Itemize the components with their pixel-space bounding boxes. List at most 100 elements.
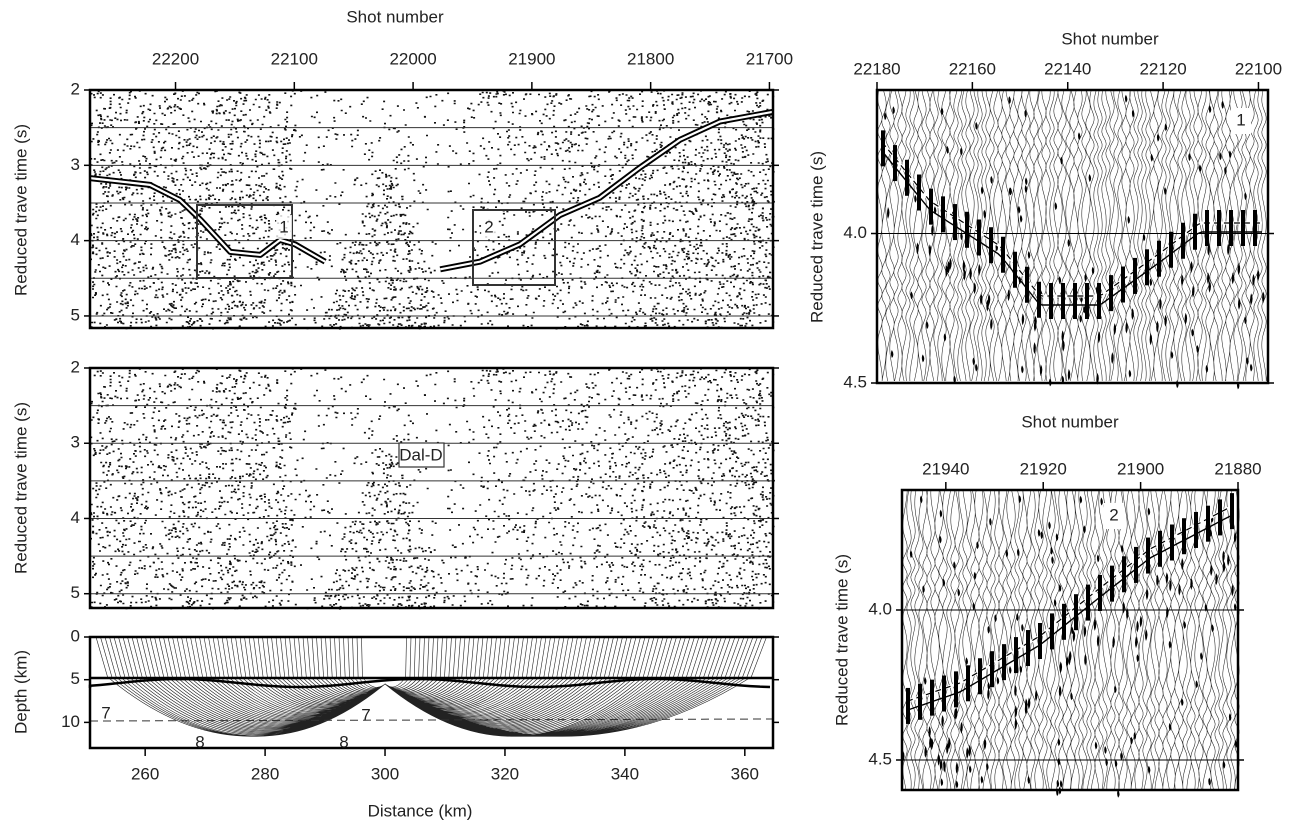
pick-curve [906, 506, 1232, 702]
pick-bar [1049, 283, 1053, 319]
rays [95, 636, 767, 737]
pick-bar [929, 188, 933, 225]
pick-bar [1205, 210, 1209, 246]
pick-bar [965, 211, 969, 248]
label-bg [1104, 503, 1124, 529]
x-tick-label: 21940 [922, 459, 969, 478]
pick-bar [989, 227, 993, 264]
x-tick-label: 22180 [853, 59, 900, 78]
y-tick-label: 4 [71, 508, 80, 527]
pick-bar [1001, 236, 1005, 273]
pick-bar [1050, 613, 1054, 650]
pick-bar [905, 159, 909, 196]
pick-bar [917, 174, 921, 211]
zoom-box [196, 204, 293, 279]
pick-bar [1014, 637, 1018, 674]
x2-tick-label: 22000 [389, 49, 436, 68]
x-tick-label: 22140 [1044, 59, 1091, 78]
pick-bar [953, 204, 957, 241]
axis-title: Shot number [346, 7, 444, 26]
y-tick-label: 5 [71, 669, 80, 688]
pick-bar [1061, 283, 1065, 319]
pick-bar [1025, 266, 1029, 303]
pick-bar [1002, 644, 1006, 681]
wiggle-lobes [902, 495, 1238, 798]
layer-boundary [89, 718, 774, 722]
label-bg [1231, 108, 1251, 134]
pick-bar [1230, 493, 1234, 530]
wiggle-traces [902, 489, 1240, 791]
pick-bar [918, 683, 922, 720]
pick-bar [1193, 213, 1197, 250]
annotation: Dal-D [399, 445, 442, 464]
zoom-box [472, 209, 556, 286]
y-tick-label: 4.5 [843, 372, 867, 391]
pick-bar [1098, 575, 1102, 611]
y-axis-label: Reduced trave time (s) [832, 554, 851, 726]
x2-tick-label: 22200 [152, 49, 199, 68]
pick-bar [1218, 499, 1222, 536]
x-tick-label: 22160 [949, 59, 996, 78]
x-axis-label: Distance (km) [368, 801, 473, 820]
pick-bar [1037, 281, 1041, 318]
textures [88, 89, 1270, 798]
axis-title: Shot number [1021, 412, 1119, 431]
y-axis-label: Reduced trave time (s) [807, 151, 826, 323]
pick-bar [1169, 231, 1173, 268]
annotation: 2 [1109, 505, 1118, 524]
frame [88, 366, 775, 610]
label-bg [481, 215, 497, 239]
y-axis-label: Reduced trave time (s) [11, 402, 30, 574]
layer-boundary [88, 677, 771, 689]
pick-bar [1194, 511, 1198, 548]
frame [875, 88, 1270, 385]
pick-bar [1206, 505, 1210, 542]
pick-bar [1121, 266, 1125, 303]
annotation: 1 [1236, 110, 1245, 129]
pick-bar [930, 679, 934, 716]
pick-bar [1026, 630, 1030, 667]
y-tick-label: 4.0 [843, 223, 867, 242]
y-tick-label: 4.5 [868, 749, 892, 768]
pick-bar [941, 196, 945, 233]
x-tick-label: 340 [611, 764, 639, 783]
y-tick-label: 3 [71, 155, 80, 174]
pick-bar [942, 675, 946, 712]
pick-bar [1229, 210, 1233, 246]
y-tick-label: 5 [71, 583, 80, 602]
label-box [398, 442, 445, 468]
pick-bar [1158, 530, 1162, 567]
pick-bar [990, 651, 994, 688]
pick-bar [881, 130, 885, 167]
x-tick-label: 21880 [1214, 459, 1261, 478]
pick-curve [881, 141, 1262, 297]
annotation: 1 [279, 217, 288, 236]
pick-bar [1145, 249, 1149, 286]
annotation: 7 [101, 703, 110, 722]
y-tick-label: 4.0 [868, 599, 892, 618]
annotation: 8 [195, 732, 204, 751]
y-tick-label: 2 [71, 79, 80, 98]
y-tick-label: 4 [71, 230, 80, 249]
x2-tick-label: 21700 [746, 49, 793, 68]
x-tick-label: 22100 [1235, 59, 1282, 78]
pick-bar [1074, 594, 1078, 631]
x-tick-label: 260 [131, 764, 159, 783]
y-axis-label: Depth (km) [11, 650, 30, 734]
y-tick-label: 10 [61, 712, 80, 731]
pick-bar [1086, 584, 1090, 621]
pick-bar [1110, 565, 1114, 602]
pick-bar [1241, 210, 1245, 246]
pick-bar [1253, 210, 1257, 246]
axis-title: Shot number [1061, 29, 1159, 48]
overlay: 1 2 Dal-D 7 7 8 8 1 2 [101, 108, 1262, 751]
frame [88, 635, 775, 750]
x-tick-label: 21900 [1117, 459, 1164, 478]
pick-bar [1217, 210, 1221, 246]
pick-bar [1134, 546, 1138, 583]
x-tick-label: 360 [731, 764, 759, 783]
pick-bar [1182, 518, 1186, 555]
travel-time-curve-inner [89, 110, 774, 271]
y-axis-label: Reduced trave time (s) [11, 124, 30, 296]
